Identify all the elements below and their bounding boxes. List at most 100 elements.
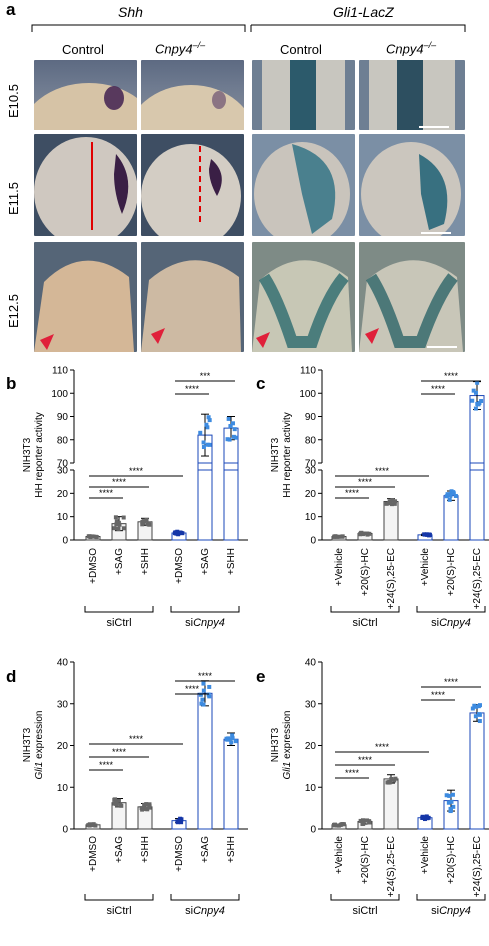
chart-c-data-point — [384, 501, 389, 506]
chart-b-y-tick-label: 80 — [57, 435, 69, 446]
image-shh-cnpy4-e12-5 — [141, 242, 244, 352]
chart-c-y-label-line1: NIH3T3 — [270, 437, 281, 472]
chart-b-data-point — [201, 445, 206, 450]
chart-c-y-tick-label: 10 — [305, 512, 317, 523]
chart-d-data-point — [224, 737, 229, 742]
chart-d-data-point — [91, 822, 96, 827]
chart-e-group-bracket — [330, 894, 400, 901]
chart-c-bar — [443, 495, 459, 541]
chart-b-y-tick-label: 10 — [57, 512, 69, 523]
chart-c-data-point — [335, 534, 340, 539]
chart-e-data-point — [361, 821, 366, 826]
chart-b-data-point — [142, 519, 147, 524]
chart-d-data-point — [139, 806, 144, 811]
chart-c-y-tick-label: 30 — [305, 466, 317, 477]
chart-e-data-point — [450, 792, 455, 797]
chart-d-data-point — [206, 692, 211, 697]
chart-c-x-tick-label: +Vehicle — [420, 548, 431, 587]
chart-b-panel-label: b — [6, 374, 16, 393]
chart-d-x-tick-label: +DMSO — [88, 836, 99, 872]
chart-c-data-point — [477, 401, 482, 406]
chart-e-data-point — [359, 819, 364, 824]
chart-c-data-point — [340, 534, 345, 539]
chart-d-data-point — [201, 688, 206, 693]
chart-d-group-bracket — [170, 894, 240, 901]
chart-d-x-tick-label: +SHH — [140, 836, 151, 863]
chart-b-data-point — [204, 422, 209, 427]
chart-d-data-point — [88, 822, 93, 827]
chart-d-group-label: siCtrl — [106, 905, 131, 917]
chart-b-data-point — [206, 415, 211, 420]
chart-d-data-point — [229, 740, 234, 745]
chart-b-data-point — [225, 437, 230, 442]
chart-c-data-point — [473, 390, 478, 395]
chart-d-data-point — [145, 807, 150, 812]
chart-c-data-point — [362, 531, 367, 536]
chart-e-data-point — [335, 823, 340, 828]
chart-e-data-point — [447, 793, 452, 798]
chart-e-bar — [469, 712, 485, 830]
chart-e-data-point — [332, 823, 337, 828]
chart-d-data-point — [207, 684, 212, 689]
chart-c-data-point — [473, 406, 478, 411]
chart-d-data-point — [116, 798, 121, 803]
chart-e-data-point — [367, 820, 372, 825]
chart-d-data-point — [230, 733, 235, 738]
chart-e-x-tick-label: +24(S),25-EC — [472, 836, 483, 897]
chart-b-group-bracket — [170, 606, 240, 613]
chart-c-group-bracket — [416, 606, 486, 613]
chart-d-y-label-line1: NIH3T3 — [22, 727, 33, 762]
chart-d-significance-stars: **** — [185, 684, 200, 694]
image-gli1-control-e11-5 — [252, 134, 355, 236]
chart-b-data-point — [144, 517, 149, 522]
col-label-control-1: Control — [62, 42, 104, 57]
chart-d-data-point — [201, 702, 206, 707]
chart-c-x-tick-label: +Vehicle — [334, 548, 345, 587]
chart-c-data-point — [470, 398, 475, 403]
chart-e-data-point — [448, 808, 453, 813]
gene-shh-label: Shh — [118, 4, 143, 20]
chart-e-data-point — [422, 817, 427, 822]
chart-b-data-point — [114, 522, 119, 527]
chart-e-significance-stars: **** — [345, 768, 360, 778]
image-gli1-cnpy4-e10-5 — [359, 60, 465, 130]
chart-e-x-tick-label: +20(S)-HC — [360, 836, 371, 884]
chart-d-data-point — [142, 802, 147, 807]
chart-c-data-point — [393, 499, 398, 504]
chart-c-y-tick-label: 90 — [305, 412, 317, 423]
chart-d-y-tick-label: 40 — [57, 658, 69, 669]
chart-c-y-tick-label: 80 — [305, 435, 317, 446]
chart-b-significance-stars: **** — [99, 488, 114, 498]
chart-e-data-point — [473, 714, 478, 719]
chart-e-data-point — [470, 706, 475, 711]
chart-d-group-bracket — [84, 894, 154, 901]
chart-e-data-point — [444, 793, 449, 798]
chart-c-data-point — [447, 497, 452, 502]
chart-d-y-tick-label: 20 — [57, 741, 69, 752]
chart-b-group-bracket — [84, 606, 154, 613]
chart-d-significance-stars: **** — [198, 671, 213, 681]
chart-d-data-point — [198, 692, 203, 697]
chart-d-data-point — [179, 817, 184, 822]
panel-a-header-lines — [31, 24, 466, 32]
chart-c-group-bracket — [330, 606, 400, 613]
chart-e-data-point — [361, 818, 366, 823]
chart-c-data-point — [475, 380, 480, 385]
chart-c-group-label: siCtrl — [352, 617, 377, 629]
chart-b-x-tick-label: +SHH — [226, 548, 237, 575]
chart-c-significance-stars: **** — [358, 477, 373, 487]
chart-b-significance-stars: **** — [112, 477, 127, 487]
chart-e-data-point — [449, 799, 454, 804]
chart-b-data-point — [121, 526, 126, 531]
chart-e-significance-stars: **** — [358, 755, 373, 765]
chart-d-significance-stars: **** — [112, 747, 127, 757]
chart-e-y-label-line1: NIH3T3 — [270, 727, 281, 762]
chart-d-data-point — [112, 797, 117, 802]
chart-b-group-label: siCnpy4 — [185, 617, 225, 629]
chart-e-significance-stars: **** — [375, 742, 390, 752]
chart-b-group-label: siCtrl — [106, 617, 131, 629]
image-shh-control-e11-5 — [34, 134, 137, 236]
chart-d-group-label: siCnpy4 — [185, 905, 225, 917]
